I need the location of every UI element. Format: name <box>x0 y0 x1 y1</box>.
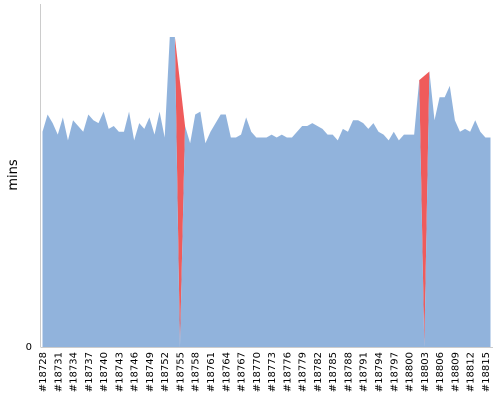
y-tick-label-zero: 0 <box>26 342 32 353</box>
plot-area <box>42 37 491 347</box>
x-tick-label: #18734 <box>69 352 80 392</box>
x-tick-label: #18797 <box>389 352 400 392</box>
x-tick-label: #18761 <box>206 352 217 392</box>
x-tick-label: #18800 <box>405 352 416 392</box>
x-tick-label: #18767 <box>237 352 248 392</box>
x-tick-label: #18770 <box>252 352 263 392</box>
x-tick-label: #18803 <box>420 352 431 392</box>
duration-area-series <box>42 37 491 347</box>
x-tick-label: #18809 <box>450 352 461 392</box>
x-tick-label: #18788 <box>343 352 354 392</box>
x-tick-label: #18746 <box>130 352 141 392</box>
x-tick-label: #18758 <box>191 352 202 392</box>
y-axis-label: mins <box>6 159 21 191</box>
axes <box>40 4 493 348</box>
x-tick-label: #18815 <box>481 352 492 392</box>
x-tick-label: #18779 <box>298 352 309 392</box>
x-tick-label: #18731 <box>53 352 64 392</box>
x-tick-label: #18752 <box>160 352 171 392</box>
x-tick-label: #18782 <box>313 352 324 392</box>
x-tick-label: #18737 <box>84 352 95 392</box>
x-tick-label: #18743 <box>114 352 125 392</box>
x-tick-label: #18749 <box>145 352 156 392</box>
x-tick-label: #18794 <box>374 352 385 392</box>
x-tick-label: #18740 <box>99 352 110 392</box>
x-tick-label: #18728 <box>38 352 49 392</box>
x-tick-label: #18785 <box>328 352 339 392</box>
x-tick-label: #18773 <box>267 352 278 392</box>
x-tick-label: #18776 <box>282 352 293 392</box>
x-tick-label: #18791 <box>359 352 370 392</box>
failed-build-spike-1 <box>419 71 430 347</box>
x-tick-label: #18812 <box>466 352 477 392</box>
x-tick-label: #18806 <box>435 352 446 392</box>
x-tick-label: #18764 <box>221 352 232 392</box>
x-tick-label: #18755 <box>175 352 186 392</box>
x-axis-ticks: #18728 #18731 #18734 #18737 #18740 #18743 #187… <box>38 352 492 392</box>
failed-build-spike-0 <box>174 37 186 347</box>
